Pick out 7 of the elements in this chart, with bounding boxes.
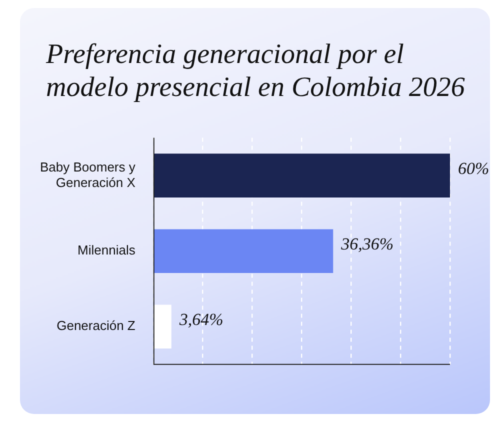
y-tick-label: Milennials: [78, 242, 136, 258]
y-tick-label: Baby Boomers y Generación X: [40, 159, 136, 190]
chart-title: Preferencia generacional por el modelo presencial en Colombia 2026: [46, 38, 466, 104]
data-label: 3,64%: [178, 310, 224, 330]
data-label: 36,36%: [340, 234, 394, 254]
y-tick-label: Generación Z: [56, 318, 136, 334]
data-label: 60%: [458, 159, 490, 178]
